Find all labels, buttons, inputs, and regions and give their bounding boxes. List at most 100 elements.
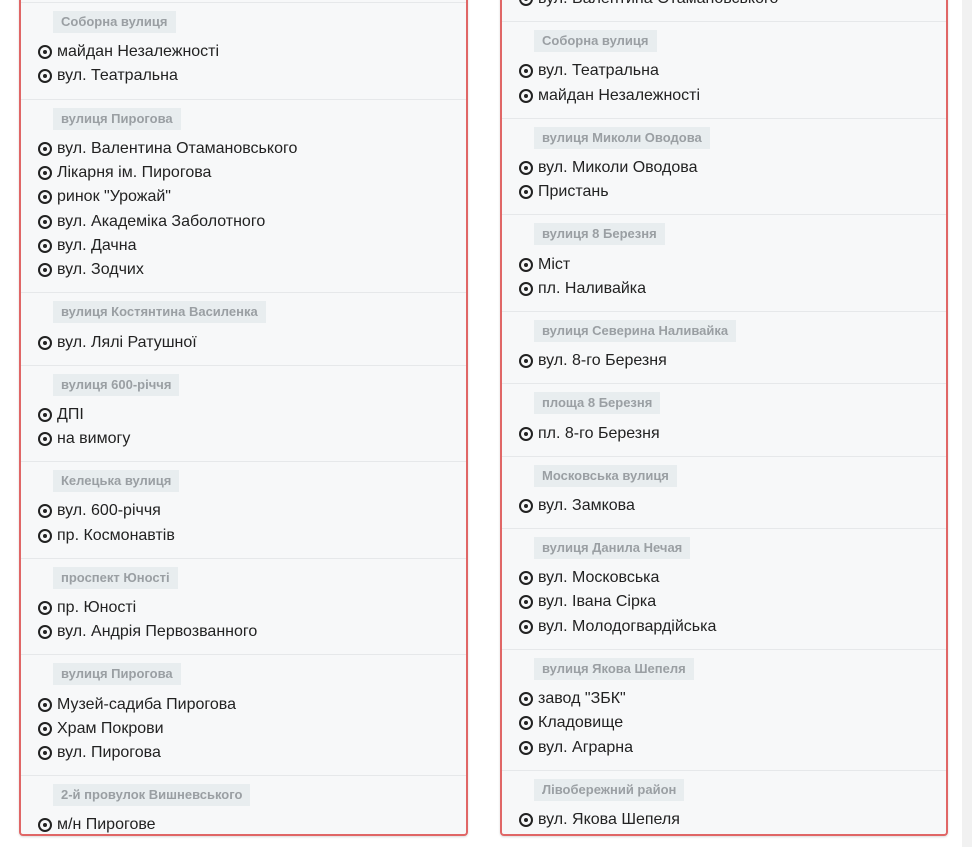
stop-item[interactable]: пл. 8-го Березня: [519, 421, 946, 445]
stop-name: завод "ЗБК": [538, 690, 626, 707]
circled-dot-icon: [519, 0, 533, 7]
circled-dot-icon: [38, 190, 52, 205]
stop-item[interactable]: вул. 600-річчя: [38, 499, 466, 523]
stop-item[interactable]: Пристань: [519, 180, 946, 204]
stop-item[interactable]: вул. Валентина Отамановського: [519, 0, 946, 11]
stop-name: на вимогу: [57, 430, 131, 448]
circled-dot-icon: [38, 214, 52, 229]
stop-item[interactable]: вул. Івана Сірка: [519, 590, 946, 614]
stop-item[interactable]: вул. Аграрна: [519, 735, 946, 759]
stop-name: вул. Зодчих: [57, 261, 144, 279]
stop-name: вул. Івана Сірка: [538, 593, 657, 611]
stop-item[interactable]: вул. 8-го Березня: [519, 349, 946, 373]
stop-item[interactable]: пр. Юності: [38, 596, 466, 620]
stop-item[interactable]: на вимогу: [38, 427, 466, 451]
stop-name: майдан Незалежності: [538, 86, 701, 104]
stop-item[interactable]: пр. Космонавтів: [38, 524, 466, 548]
circled-dot-icon: [38, 818, 52, 833]
stop-item[interactable]: вул. Пирогова: [38, 741, 466, 765]
stop-name: вул. Театральна: [57, 67, 178, 85]
stop-item[interactable]: Лікарня ім. Пирогова: [38, 161, 466, 185]
circled-dot-icon: [38, 141, 52, 156]
stop-name: вул. Миколи Оводова: [538, 159, 698, 177]
stop-name: вул. Пирогова: [57, 744, 161, 762]
stop-item[interactable]: ДПІ: [38, 403, 466, 427]
street-badge: вулиця Пирогова: [53, 107, 181, 130]
street-badge: Московська вулиця: [534, 464, 677, 487]
stop-name: вул. Лялі Ратушної: [57, 333, 197, 351]
stop-item[interactable]: завод "ЗБК": [519, 687, 946, 711]
stop-name: Пристань: [538, 183, 609, 201]
street-group: вулиця Пирогова Музей-садиба Пирогова Храм…: [21, 654, 466, 775]
circled-dot-icon: [519, 185, 533, 200]
scrollbar[interactable]: [962, 0, 972, 847]
street-group: Келецька вулиця вул. 600-річчя пр. Космона…: [21, 461, 466, 558]
stop-name: Музей-садиба Пирогова: [57, 695, 236, 713]
circled-dot-icon: [519, 812, 533, 827]
stop-item[interactable]: вул. Зодчих: [38, 258, 466, 282]
stop-name: вул. Валентина Отамановського: [57, 139, 298, 157]
stop-item[interactable]: вул. Валентина Отамановського: [38, 137, 466, 161]
stop-item[interactable]: вул. Дачна: [38, 234, 466, 258]
circled-dot-icon: [519, 88, 533, 103]
stop-item[interactable]: Храм Покрови: [38, 717, 466, 741]
stop-item[interactable]: вул. Андрія Первозванного: [38, 620, 466, 644]
stop-item[interactable]: вул. Театральна: [38, 64, 466, 88]
circled-dot-icon: [38, 69, 52, 84]
street-badge: проспект Юності: [53, 566, 178, 589]
street-group: проспект Юності пр. Юності вул. Андрія Пер…: [21, 557, 466, 655]
stop-name: майдан Незалежності: [57, 43, 220, 61]
stop-name: Храм Покрови: [57, 719, 164, 737]
circled-dot-icon: [38, 263, 52, 278]
circled-dot-icon: [519, 281, 533, 296]
stop-name: Лікарня ім. Пирогова: [57, 164, 212, 182]
stop-name: ринок "Урожай": [57, 188, 171, 206]
street-group: вулиця Якова Шепеля завод "ЗБК" Кладовище в…: [502, 648, 946, 770]
stop-item[interactable]: ринок "Урожай": [38, 185, 466, 209]
street-group: вулиця 8 Березня Міст пл. Наливайка: [502, 214, 946, 311]
stop-name: вул. 600-річчя: [57, 502, 161, 520]
stop-name: вул. Андрія Первозванного: [57, 623, 258, 641]
stop-name: вул. 8-го Березня: [538, 352, 667, 370]
stop-name: вул. Якова Шепеля: [538, 810, 680, 828]
circled-dot-icon: [519, 426, 533, 441]
stop-item[interactable]: пл. Наливайка: [519, 277, 946, 301]
street-badge: вулиця Данила Нечая: [534, 536, 691, 559]
stop-item[interactable]: вул. Молодогвардійська: [519, 615, 946, 639]
left-stops-panel: Соборна вулиця майдан Незалежності вул. Те…: [19, 0, 468, 836]
circled-dot-icon: [38, 697, 52, 712]
street-group: Лівобережний район вул. Якова Шепеля: [502, 769, 946, 834]
circled-dot-icon: [519, 692, 533, 706]
circled-dot-icon: [38, 504, 52, 519]
stop-item[interactable]: вул. Якова Шепеля: [519, 808, 946, 832]
circled-dot-icon: [38, 407, 52, 422]
circled-dot-icon: [38, 45, 52, 60]
stop-item[interactable]: вул. Лялі Ратушної: [38, 330, 466, 354]
circled-dot-icon: [38, 432, 52, 447]
stop-item[interactable]: вул. Миколи Оводова: [519, 156, 946, 180]
stop-name: вул. Молодогвардійська: [538, 617, 717, 635]
circled-dot-icon: [519, 64, 533, 79]
circled-dot-icon: [519, 257, 533, 272]
stop-item[interactable]: Музей-садиба Пирогова: [38, 692, 466, 716]
stop-item[interactable]: майдан Незалежності: [519, 84, 946, 108]
stop-item[interactable]: вул. Академіка Заболотного: [38, 209, 466, 233]
stop-name: вул. Замкова: [538, 496, 635, 514]
stop-item[interactable]: вул. Замкова: [519, 494, 946, 518]
circled-dot-icon: [519, 740, 533, 755]
stop-item[interactable]: Міст: [519, 252, 946, 276]
stop-item[interactable]: вул. Московська: [519, 566, 946, 590]
street-group: площа 8 Березня пл. 8-го Березня: [502, 383, 946, 455]
stop-item[interactable]: Кладовище: [519, 711, 946, 735]
street-group: вулиця Пирогова вул. Валентина Отамановсь…: [21, 98, 466, 293]
stop-item[interactable]: майдан Незалежності: [38, 40, 466, 64]
circled-dot-icon: [519, 571, 533, 586]
stop-name: вул. Аграрна: [538, 738, 633, 756]
circled-dot-icon: [38, 335, 52, 350]
circled-dot-icon: [38, 721, 52, 736]
stop-name: пл. 8-го Березня: [538, 424, 660, 442]
street-badge: площа 8 Березня: [534, 392, 661, 415]
street-badge: вулиця 600-річчя: [53, 373, 180, 396]
stop-item[interactable]: м/н Пирогове: [38, 813, 466, 834]
stop-item[interactable]: вул. Театральна: [519, 59, 946, 83]
